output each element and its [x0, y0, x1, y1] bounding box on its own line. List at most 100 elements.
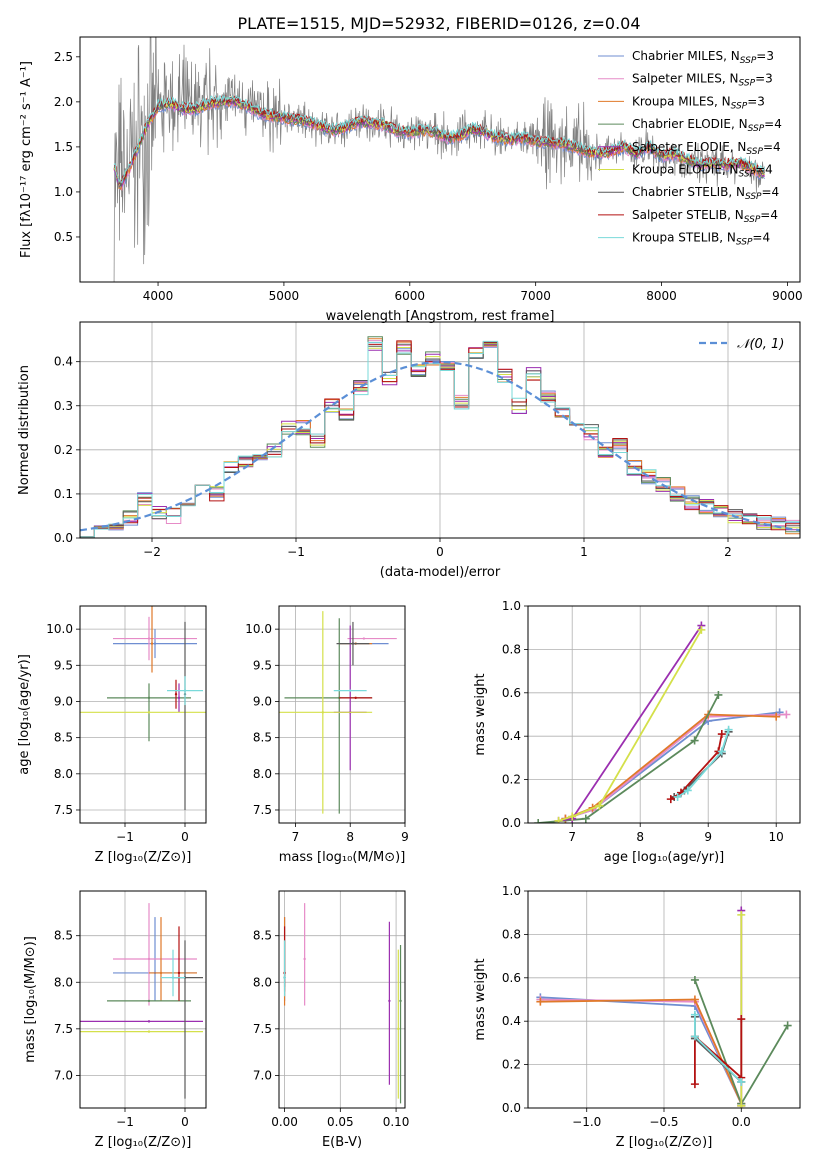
series-marker: [772, 712, 781, 721]
y-tick-label: 8.5: [253, 929, 272, 943]
data-point: [349, 689, 352, 692]
data-point: [147, 637, 151, 640]
series-marker: [717, 747, 726, 756]
y-tick-label: 7.5: [54, 1022, 73, 1036]
data-point: [283, 976, 286, 979]
x-tick-label: −1.0: [572, 1115, 601, 1129]
y-tick-label: 7.0: [54, 1068, 73, 1082]
series-marker: [714, 690, 723, 699]
data-point: [153, 642, 157, 645]
series-marker: [737, 1101, 746, 1108]
series-marker: [690, 975, 699, 984]
axes-age_vs_Z: −1 0 7.5 8.0 8.5 9.0 9.5 10.0 Z [log₁₀(Z/Z⊙)] age…: [17, 605, 207, 865]
y-tick-label: 8.0: [54, 767, 73, 781]
x-axis-label: wavelength [Angstrom, rest frame]: [326, 309, 555, 324]
y-tick-label: 10.0: [245, 622, 272, 636]
y-tick-label: 0.0: [54, 531, 73, 545]
series-marker: [737, 1015, 746, 1024]
x-tick-label: 6000: [395, 289, 426, 303]
x-tick-label: 8000: [646, 289, 677, 303]
data-point: [147, 957, 151, 961]
series-line: [677, 729, 730, 798]
series-line: [558, 629, 703, 822]
data-point: [354, 696, 357, 700]
series-marker: [690, 1032, 699, 1041]
axes-frame: [79, 605, 207, 824]
series-marker: [536, 997, 545, 1006]
x-tick-label: 7: [292, 830, 300, 844]
axes-mass_vs_Z: −1 0 7.0 7.5 8.0 8.5 Z [log₁₀(Z/Z⊙)] mass [log₁…: [23, 890, 207, 1150]
x-tick-label: 8: [346, 830, 354, 844]
x-tick-label: 10: [769, 830, 784, 844]
legend-label: Chabrier ELODIE, NSSP=4: [632, 117, 782, 134]
series-marker: [690, 995, 699, 1004]
x-tick-label: 0.0: [732, 1115, 751, 1129]
data-point: [147, 711, 151, 714]
y-tick-label: 0.6: [502, 971, 521, 985]
legend-label: Salpeter ELODIE, NSSP=4: [632, 140, 781, 157]
series-marker: [690, 1080, 699, 1089]
data-point: [147, 696, 151, 700]
x-axis-label: (data-model)/error: [380, 565, 501, 580]
series-marker: [690, 736, 699, 745]
axes-frame: [278, 890, 406, 1109]
y-tick-label: 0.0: [502, 816, 521, 830]
data-point: [351, 642, 355, 645]
series-marker: [666, 795, 675, 804]
data-point: [321, 711, 325, 714]
plot-area: [279, 891, 405, 1108]
x-tick-label: −1: [287, 545, 305, 559]
series-marker: [737, 1077, 746, 1086]
x-tick-label: −0.5: [649, 1115, 678, 1129]
axes-frame: [527, 890, 801, 1109]
y-axis-label: mass [log₁₀(M/M⊙)]: [23, 936, 38, 1063]
normal-curve: [80, 360, 800, 532]
y-tick-label: 1.5: [54, 140, 73, 154]
x-axis-label: age [log₁₀(age/yr)]: [604, 850, 725, 865]
y-tick-label: 2.5: [54, 50, 73, 64]
series-marker: [568, 812, 577, 821]
series-line: [670, 733, 723, 800]
axes-frame: [278, 605, 406, 824]
x-tick-label: 0: [436, 545, 444, 559]
x-tick-label: 9000: [772, 289, 803, 303]
series-marker: [690, 1010, 699, 1019]
x-axis-label: Z [log₁₀(Z/Z⊙)]: [95, 1135, 192, 1150]
x-tick-label: 9: [401, 830, 409, 844]
data-point: [147, 1030, 151, 1033]
y-axis-label: Flux [fλ10⁻¹⁷ erg cm⁻² s⁻¹ A⁻¹]: [19, 61, 34, 258]
series-marker: [595, 801, 604, 810]
series-marker: [717, 730, 726, 739]
axes-frame: [527, 605, 801, 824]
axes-residuals: −2 −1 0 1 2 0.0 0.1 0.2 0.3 0.4 (data-model)/error…: [17, 321, 801, 580]
axes-weight_vs_age: 7 8 9 10 0.0 0.2 0.4 0.6 0.8 1.0 age [log₁₀(age/yr…: [473, 599, 801, 865]
plot-area: [113, 37, 765, 282]
y-tick-label: 8.0: [253, 975, 272, 989]
y-tick-label: 0.4: [502, 1014, 521, 1028]
y-tick-label: 8.5: [54, 731, 73, 745]
y-tick-label: 8.0: [253, 767, 272, 781]
legend-label: Kroupa STELIB, NSSP=4: [632, 231, 770, 248]
data-point: [177, 971, 181, 975]
series-marker: [783, 1021, 792, 1030]
histogram-step: [80, 340, 800, 538]
axes-age_vs_mass: 7 8 9 7.5 8.0 8.5 9.0 9.5 10.0 mass [log₁₀(M/M⊙)]: [245, 605, 409, 865]
y-tick-label: 1.0: [54, 185, 73, 199]
legend-label: Chabrier STELIB, NSSP=4: [632, 185, 779, 202]
series-line: [538, 694, 720, 823]
legend-label: Salpeter MILES, NSSP=3: [632, 72, 773, 89]
y-axis-label: age [log₁₀(age/yr)]: [17, 654, 32, 775]
series-marker: [581, 814, 590, 823]
legend-label: 𝒩(0, 1): [737, 337, 784, 352]
x-tick-label: 8: [636, 830, 644, 844]
plot-area: [279, 606, 405, 823]
series-marker: [724, 725, 733, 734]
series-marker: [683, 786, 692, 795]
legend-label: Salpeter STELIB, NSSP=4: [632, 208, 778, 225]
x-tick-label: −2: [143, 545, 161, 559]
legend-label: Chabrier MILES, NSSP=3: [632, 49, 774, 66]
y-tick-label: 0.6: [502, 686, 521, 700]
series-marker: [673, 792, 682, 801]
